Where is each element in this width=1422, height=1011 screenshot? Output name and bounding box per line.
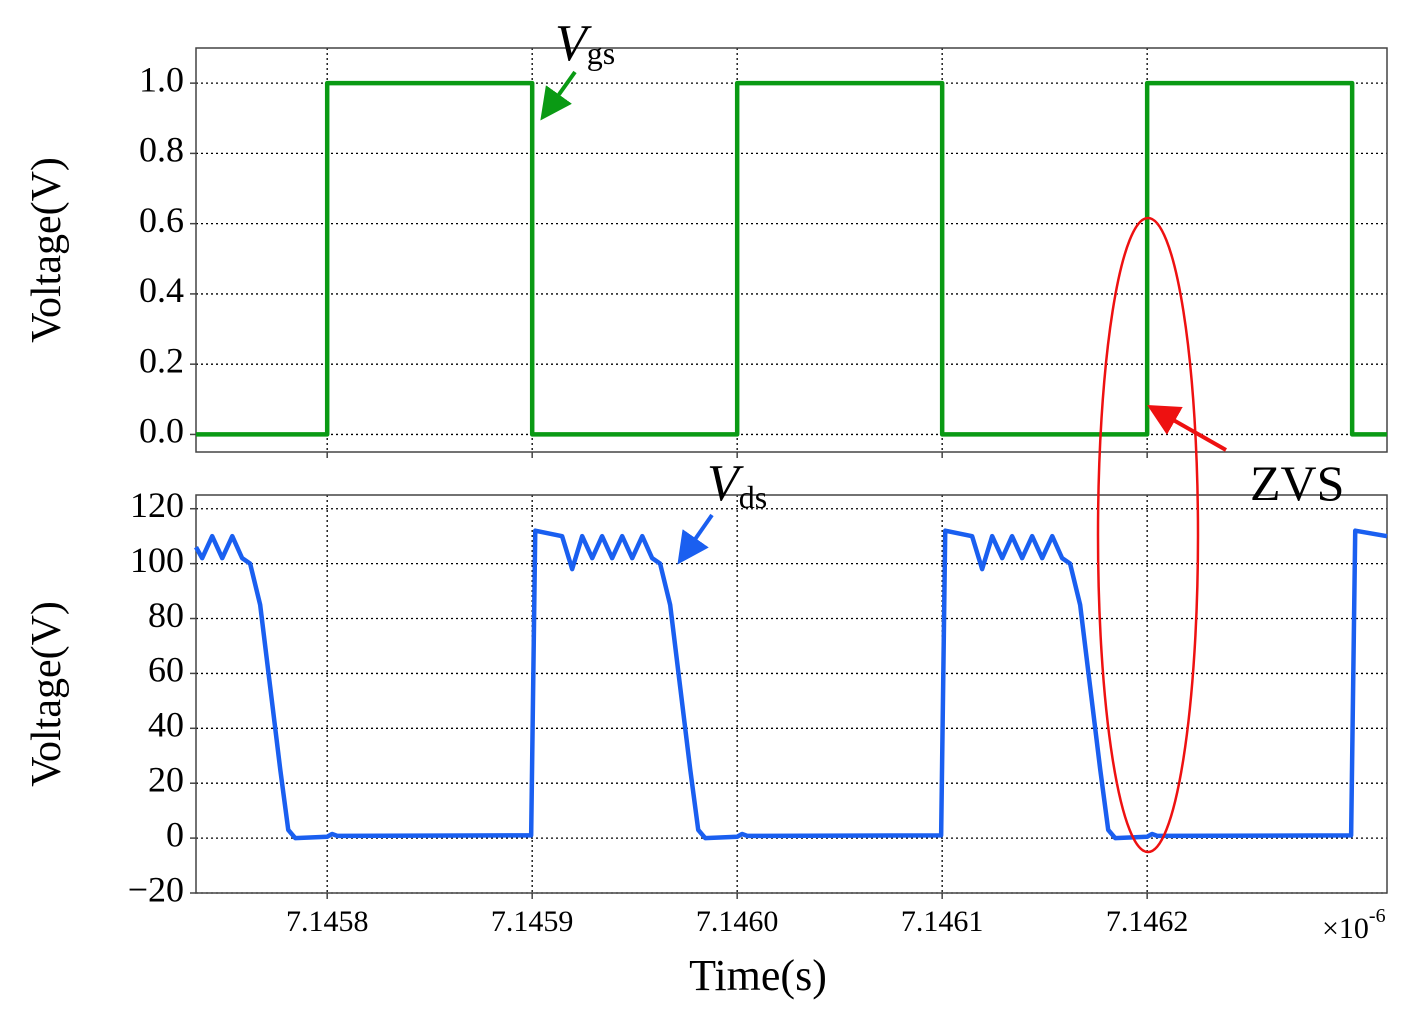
y-tick-label: 60 [148,650,184,690]
x-axis-label: Time(s) [689,951,827,1000]
vds-arrow [677,513,714,565]
y-tick-label: 0.6 [139,200,184,240]
offset-text: ×10-6 [1322,905,1386,945]
vgs-sub: gs [587,35,615,71]
x-tick-label: 7.1462 [1106,905,1189,938]
vgs-v: V [555,15,592,72]
x-tick-label: 7.1461 [901,905,984,938]
y-tick-label: 0.2 [139,340,184,380]
axes-frame [195,494,1388,894]
vds-v: V [707,455,744,512]
vds-sub: ds [739,479,767,515]
axes-frame [195,47,1388,453]
x-tick-label: 7.1458 [286,905,369,938]
line-series [196,80,1387,437]
zvs-label: ZVS [1250,455,1344,511]
y-tick-label: 1.0 [139,59,184,99]
y-tick-label: 100 [130,540,184,580]
vds-label: Vds [707,455,767,515]
offset-base: ×10 [1322,912,1369,945]
x-tick-label: 7.1459 [491,905,574,938]
y-tick-label: 0.0 [139,411,184,451]
y-tick-label: 0 [166,814,184,854]
y-tick-label: −20 [128,869,184,909]
y-tick-label: 0.4 [139,270,184,310]
line-series [194,528,1388,841]
vgs-arrow [540,70,577,121]
y-tick-label: 20 [148,759,184,799]
y-tick-label: 120 [130,485,184,525]
y-tick-label: 80 [148,595,184,635]
y-tick-label: 40 [148,705,184,745]
vgs-label: Vgs [555,15,615,72]
offset-exponent: -6 [1369,905,1386,927]
y-axis-label: Voltage(V) [24,601,70,787]
x-tick-label: 7.1460 [696,905,779,938]
y-axis-label: Voltage(V) [24,157,70,343]
zvs-arrow [1147,405,1227,452]
zvs-ellipse [1096,216,1200,854]
y-tick-label: 0.8 [139,130,184,170]
